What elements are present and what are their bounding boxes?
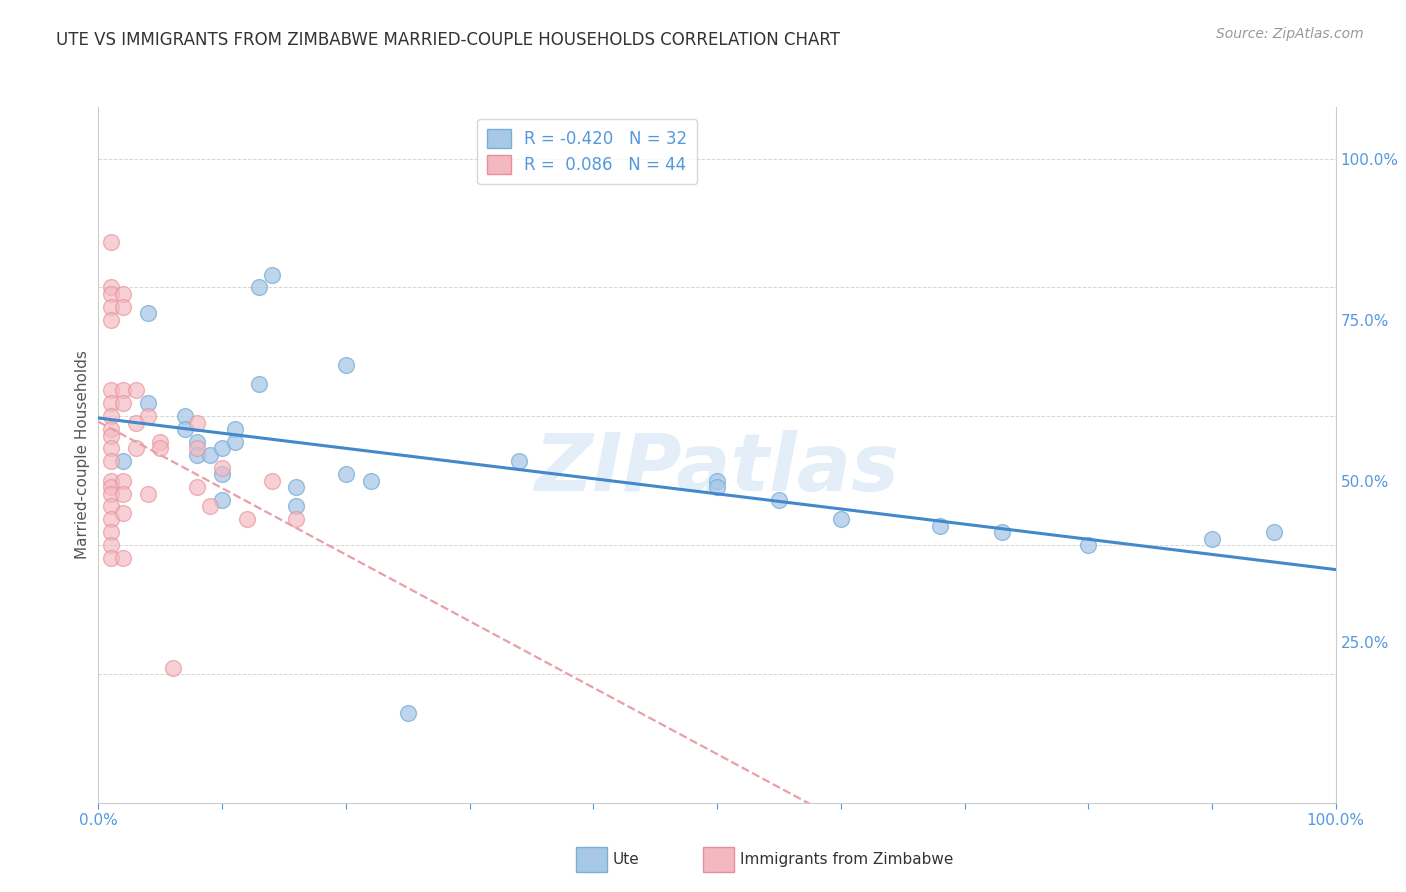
Point — [124, 442, 146, 456]
Point — [186, 442, 208, 456]
Point — [124, 384, 146, 398]
Legend: R = -0.420   N = 32, R =  0.086   N = 44: R = -0.420 N = 32, R = 0.086 N = 44 — [477, 119, 697, 184]
Point — [360, 474, 382, 488]
Point — [100, 474, 122, 488]
Point — [1263, 525, 1285, 540]
Point — [100, 422, 122, 436]
Point — [162, 660, 184, 674]
Point — [335, 358, 357, 372]
Point — [112, 474, 135, 488]
Point — [211, 467, 233, 482]
Point — [198, 448, 221, 462]
Point — [100, 486, 122, 500]
Point — [186, 416, 208, 430]
Point — [112, 396, 135, 410]
Point — [211, 442, 233, 456]
Point — [236, 512, 259, 526]
Point — [830, 512, 852, 526]
Point — [260, 268, 283, 282]
Point — [100, 396, 122, 410]
Point — [706, 480, 728, 494]
Point — [100, 500, 122, 514]
Point — [100, 551, 122, 566]
Point — [136, 396, 159, 410]
Point — [1201, 532, 1223, 546]
Point — [112, 486, 135, 500]
Point — [335, 467, 357, 482]
Point — [224, 422, 246, 436]
Text: Ute: Ute — [613, 853, 640, 867]
Point — [285, 512, 308, 526]
Point — [100, 525, 122, 540]
Point — [186, 448, 208, 462]
Point — [136, 486, 159, 500]
Point — [508, 454, 530, 468]
Point — [149, 442, 172, 456]
Text: Source: ZipAtlas.com: Source: ZipAtlas.com — [1216, 27, 1364, 41]
Point — [149, 435, 172, 450]
Point — [211, 460, 233, 475]
Point — [100, 538, 122, 552]
Point — [100, 312, 122, 326]
Point — [174, 409, 197, 424]
Point — [100, 442, 122, 456]
Text: UTE VS IMMIGRANTS FROM ZIMBABWE MARRIED-COUPLE HOUSEHOLDS CORRELATION CHART: UTE VS IMMIGRANTS FROM ZIMBABWE MARRIED-… — [56, 31, 841, 49]
Y-axis label: Married-couple Households: Married-couple Households — [75, 351, 90, 559]
Point — [136, 409, 159, 424]
Point — [928, 518, 950, 533]
Text: ZIPatlas: ZIPatlas — [534, 430, 900, 508]
Point — [247, 377, 270, 392]
Point — [285, 480, 308, 494]
Point — [990, 525, 1012, 540]
Point — [211, 493, 233, 508]
Point — [198, 500, 221, 514]
Point — [285, 500, 308, 514]
Point — [100, 454, 122, 468]
Point — [112, 551, 135, 566]
Point — [112, 384, 135, 398]
Point — [112, 454, 135, 468]
Point — [100, 512, 122, 526]
Point — [1077, 538, 1099, 552]
Point — [100, 384, 122, 398]
Point — [100, 280, 122, 294]
Point — [768, 493, 790, 508]
Text: Immigrants from Zimbabwe: Immigrants from Zimbabwe — [740, 853, 953, 867]
Point — [224, 435, 246, 450]
Point — [112, 286, 135, 301]
Point — [186, 435, 208, 450]
Point — [260, 474, 283, 488]
Point — [100, 235, 122, 250]
Point — [100, 409, 122, 424]
Point — [396, 706, 419, 720]
Point — [100, 300, 122, 314]
Point — [112, 300, 135, 314]
Point — [124, 416, 146, 430]
Point — [112, 506, 135, 520]
Point — [186, 480, 208, 494]
Point — [100, 428, 122, 442]
Point — [100, 286, 122, 301]
Point — [174, 422, 197, 436]
Point — [136, 306, 159, 320]
Point — [247, 280, 270, 294]
Point — [706, 474, 728, 488]
Point — [100, 480, 122, 494]
